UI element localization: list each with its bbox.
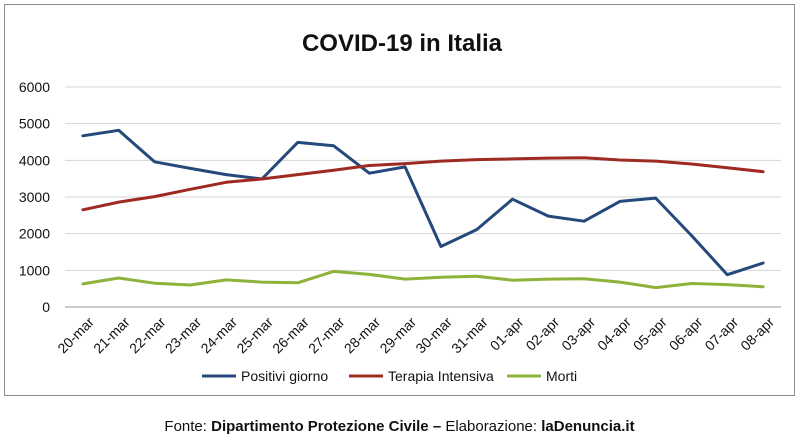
x-tick-label: 31-mar — [448, 314, 491, 357]
x-tick-label: 05-apr — [630, 314, 670, 354]
legend-label: Morti — [546, 368, 577, 384]
x-tick-label: 27-mar — [305, 314, 348, 357]
x-tick-label: 03-apr — [558, 314, 598, 354]
x-tick-label: 28-mar — [341, 314, 384, 357]
legend: Positivi giorno Terapia Intensiva Morti — [202, 368, 577, 384]
y-tick-label: 2000 — [19, 226, 50, 242]
source-site: laDenuncia.it — [541, 418, 635, 435]
x-tick-label: 30-mar — [412, 314, 455, 357]
y-axis: 0 1000 2000 3000 4000 5000 6000 — [19, 79, 50, 315]
source-middle: Elaborazione: — [441, 418, 542, 435]
x-tick-label: 26-mar — [269, 314, 312, 357]
legend-label: Positivi giorno — [241, 368, 328, 384]
series-line-3 — [81, 269, 765, 290]
x-tick-label: 29-mar — [376, 314, 419, 357]
x-axis: 20-mar21-mar22-mar23-mar24-mar25-mar26-m… — [54, 314, 777, 357]
x-tick-label: 04-apr — [594, 314, 634, 354]
chart-frame: COVID-19 in Italia 0 1000 2000 3000 4000 5000… — [4, 4, 795, 396]
x-tick-label: 01-apr — [487, 314, 527, 354]
y-tick-label: 3000 — [19, 189, 50, 205]
series-line-1 — [81, 128, 765, 277]
legend-label: Terapia Intensiva — [388, 368, 494, 384]
x-tick-label: 08-apr — [737, 314, 777, 354]
source-caption: Fonte: Dipartimento Protezione Civile – … — [0, 418, 799, 435]
source-org: Dipartimento Protezione Civile – — [211, 418, 442, 435]
x-tick-label: 07-apr — [701, 314, 741, 354]
x-tick-label: 06-apr — [666, 314, 706, 354]
x-tick-label: 22-mar — [126, 314, 169, 357]
x-tick-label: 21-mar — [90, 314, 133, 357]
y-tick-label: 4000 — [19, 152, 50, 168]
x-tick-label: 23-mar — [162, 314, 205, 357]
x-tick-label: 25-mar — [233, 314, 276, 357]
y-tick-label: 0 — [42, 299, 50, 315]
y-tick-label: 6000 — [19, 79, 50, 95]
y-tick-label: 1000 — [19, 262, 50, 278]
series-layer — [81, 128, 765, 290]
x-tick-label: 24-mar — [197, 314, 240, 357]
source-prefix: Fonte: — [164, 418, 212, 435]
series-line-2 — [81, 156, 765, 212]
line-chart: COVID-19 in Italia 0 1000 2000 3000 4000 5000… — [19, 30, 781, 384]
x-tick-label: 02-apr — [522, 314, 562, 354]
x-tick-label: 20-mar — [54, 314, 97, 357]
grid-layer — [65, 86, 781, 308]
chart-title: COVID-19 in Italia — [302, 30, 503, 57]
y-tick-label: 5000 — [19, 116, 50, 132]
